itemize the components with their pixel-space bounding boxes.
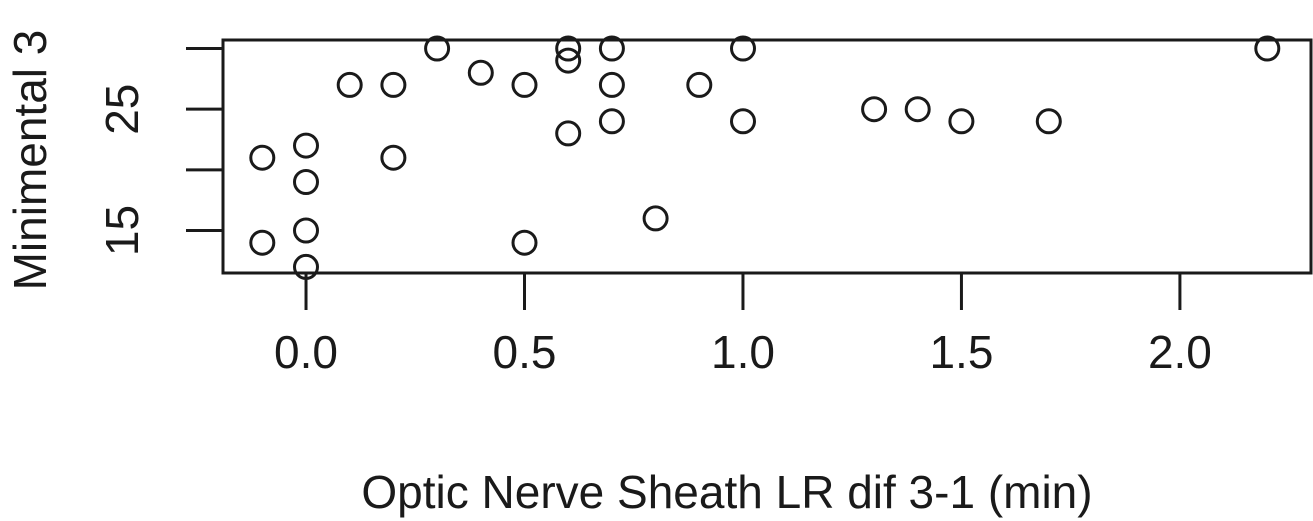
data-point (555, 47, 582, 74)
data-point (948, 108, 975, 135)
y-axis-label: Minimental 3 (4, 30, 56, 291)
x-tick-label: 1.5 (929, 326, 993, 378)
data-point (511, 229, 538, 256)
data-point (511, 71, 538, 98)
y-tick-label: 15 (96, 205, 148, 256)
x-tick-label: 1.0 (711, 326, 775, 378)
data-point (380, 71, 407, 98)
data-point (730, 108, 756, 135)
data-point (249, 144, 276, 171)
data-point (249, 229, 276, 256)
data-point (293, 132, 319, 159)
data-point (424, 35, 451, 62)
x-tick-label: 2.0 (1148, 326, 1212, 378)
y-tick-label: 25 (96, 84, 148, 135)
x-tick-label: 0.0 (274, 326, 338, 378)
data-point (293, 169, 319, 195)
data-point (293, 217, 319, 244)
data-point (336, 71, 363, 98)
data-point (467, 59, 494, 86)
data-point (1035, 108, 1062, 135)
data-point (598, 71, 625, 98)
data-point (904, 96, 931, 123)
plot-area (221, 35, 1313, 280)
data-point (686, 71, 713, 98)
data-point (642, 205, 669, 232)
data-point (555, 120, 582, 147)
data-point (380, 144, 407, 171)
data-point (598, 35, 625, 62)
x-axis-label: Optic Nerve Sheath LR dif 3-1 (min) (361, 466, 1092, 518)
data-point (1254, 35, 1281, 62)
data-point (598, 108, 625, 135)
data-point (861, 96, 888, 123)
x-tick-label: 0.5 (493, 326, 557, 378)
x-axis: 0.0 0.5 1.0 1.5 2.0 (274, 271, 1212, 378)
data-point (730, 35, 756, 62)
data-points (249, 35, 1281, 280)
data-point (555, 35, 582, 62)
